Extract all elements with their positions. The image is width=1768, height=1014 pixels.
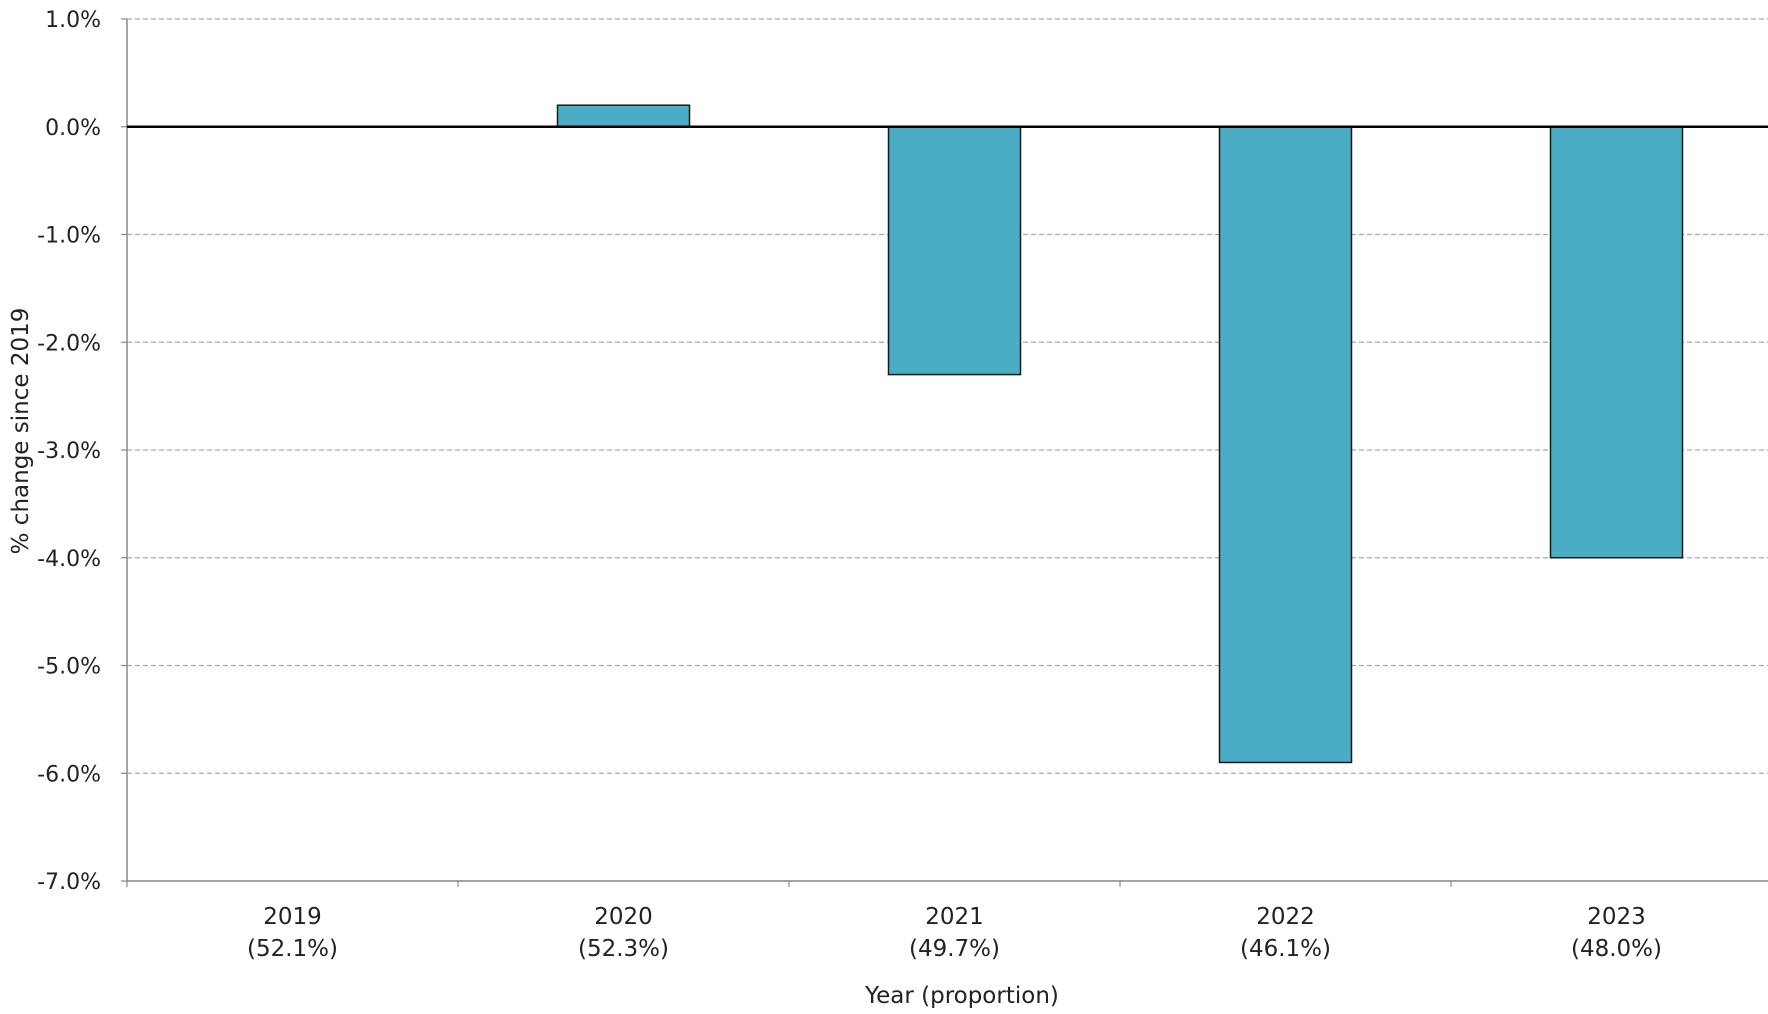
x-tick-sublabel: (52.1%) (247, 936, 338, 962)
bar-2021 (887, 126, 1022, 376)
x-tick-sublabel: (49.7%) (909, 936, 1000, 962)
y-tick-label: 1.0% (45, 8, 101, 33)
y-tick-label: -7.0% (37, 870, 101, 895)
bar-2020 (556, 104, 691, 128)
x-tick-label: 2020 (594, 904, 653, 930)
x-tick-sublabel: (46.1%) (1240, 936, 1331, 962)
y-tick-label: -5.0% (37, 655, 101, 680)
axis-layer (121, 18, 1768, 887)
x-tick-sublabel: (52.3%) (578, 936, 669, 962)
x-tick-label: 2022 (1256, 904, 1315, 930)
labels-layer: 1.0% 0.0% -1.0% -2.0% -3.0% -4.0% -5.0% -6.0% -7… (37, 8, 1662, 962)
bar-2022 (1218, 126, 1353, 764)
bars-layer (556, 104, 1684, 764)
x-axis-title: Year (proportion) (864, 983, 1059, 1009)
y-tick-label: -2.0% (37, 331, 101, 356)
x-tick-label: 2021 (925, 904, 984, 930)
y-tick-label: 0.0% (45, 116, 101, 141)
y-tick-label: -4.0% (37, 547, 101, 572)
x-tick-label: 2019 (263, 904, 322, 930)
x-tick-label: 2023 (1587, 904, 1646, 930)
x-tick-sublabel: (48.0%) (1571, 936, 1662, 962)
y-tick-label: -1.0% (37, 224, 101, 249)
y-axis-title: % change since 2019 (8, 308, 34, 555)
y-tick-label: -6.0% (37, 762, 101, 787)
y-tick-label: -3.0% (37, 439, 101, 464)
bar-2023 (1549, 126, 1684, 559)
